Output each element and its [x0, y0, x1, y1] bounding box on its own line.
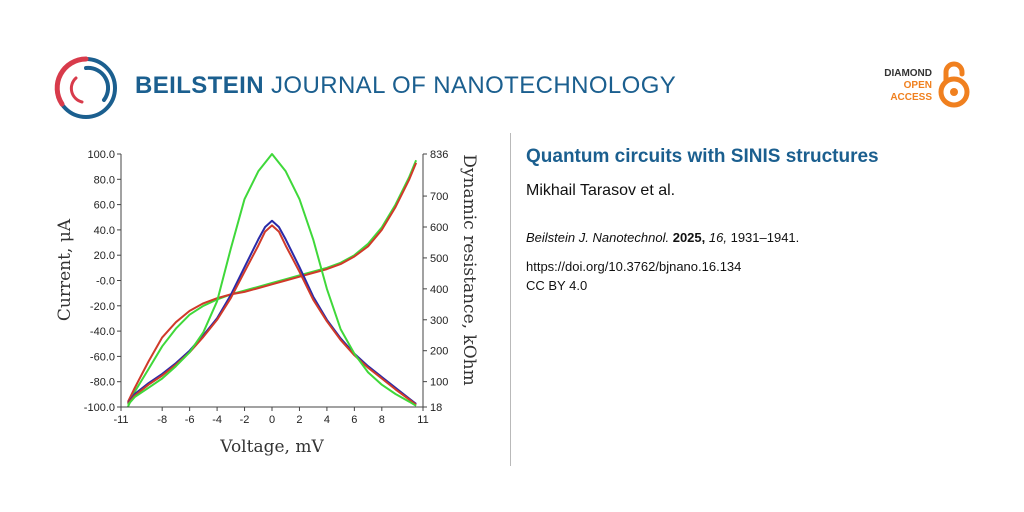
plot-area — [121, 154, 423, 407]
y2-tick-label: 200 — [430, 346, 448, 358]
series-rd-blue — [127, 219, 417, 405]
figure-chart: 100.0 80.0 60.0 40.0 20.0 -0.0 -20.0 -40.0 -60.0… — [46, 140, 486, 460]
y-tick-label: -60.0 — [90, 351, 115, 363]
y-tick-label: -100.0 — [84, 402, 115, 414]
y-tick-label: 100.0 — [87, 149, 115, 161]
badge-open-text: OPEN — [903, 80, 932, 91]
journal-name-bold: BEILSTEIN — [135, 72, 264, 99]
y-tick-label: -0.0 — [96, 276, 115, 288]
article-authors: Mikhail Tarasov et al. — [526, 182, 676, 199]
series-rd-red — [127, 224, 417, 406]
series-iv-green — [126, 159, 418, 408]
y2-tick-label: 700 — [430, 191, 448, 203]
y-tick-label: -80.0 — [90, 377, 115, 389]
journal-abbrev: Beilstein J. Nanotechnol. — [526, 230, 670, 245]
series-iv-red — [127, 162, 418, 403]
y-tick-label: -20.0 — [90, 301, 115, 313]
x-tick-label: 4 — [324, 414, 330, 426]
x-tick-label: 0 — [269, 414, 275, 426]
x-tick-label: -2 — [240, 414, 250, 426]
x-tick-label: 6 — [351, 414, 357, 426]
y2-tick-label: 18 — [430, 402, 442, 414]
citation-pages: 1931–1941. — [730, 230, 800, 245]
x-tick-label: -4 — [212, 414, 222, 426]
y2-tick-label: 500 — [430, 253, 448, 265]
iv-chart: 100.0 80.0 60.0 40.0 20.0 -0.0 -20.0 -40.0 -60.0… — [55, 149, 479, 457]
series-rd-green — [127, 153, 417, 407]
x-tick-label: -8 — [157, 414, 167, 426]
x-tick-label: -11 — [113, 414, 128, 426]
journal-logo-icon — [54, 56, 117, 119]
y2-tick-label: 300 — [430, 315, 448, 327]
badge-access-text: ACCESS — [890, 92, 932, 103]
diamond-open-access-badge: DIAMOND OPEN ACCESS — [866, 60, 970, 108]
x-tick-label: 2 — [296, 414, 302, 426]
y-tick-label: 80.0 — [94, 174, 115, 186]
x-tick-label: -6 — [185, 414, 195, 426]
journal-header: BEILSTEIN JOURNAL OF NANOTECHNOLOGY DIAM… — [54, 56, 970, 120]
article-info: Quantum circuits with SINIS structures M… — [526, 146, 996, 293]
y-tick-label: 40.0 — [94, 225, 115, 237]
journal-name: BEILSTEIN JOURNAL OF NANOTECHNOLOGY — [135, 72, 676, 100]
license-text: CC BY 4.0 — [526, 278, 588, 293]
y2-tick-label: 400 — [430, 284, 448, 296]
y2-tick-label: 100 — [430, 377, 448, 389]
open-lock-icon — [938, 61, 970, 108]
y-axis-label: Current, μA — [55, 218, 75, 321]
y-tick-label: 60.0 — [94, 200, 115, 212]
citation-volume: 16, — [708, 230, 727, 245]
y2-tick-label: 836 — [430, 149, 448, 161]
vertical-divider — [510, 133, 511, 466]
citation-line: Beilstein J. Nanotechnol. 2025, 16, 1931… — [526, 230, 996, 245]
y2-axis-label: Dynamic resistance, kOhm — [459, 154, 479, 385]
citation-year: 2025, — [672, 230, 706, 245]
x-tick-label: 11 — [417, 414, 428, 426]
x-axis-label: Voltage, mV — [219, 437, 324, 457]
badge-diamond-text: DIAMOND — [884, 68, 932, 79]
doi-link[interactable]: https://doi.org/10.3762/bjnano.16.134 — [526, 259, 742, 274]
y2-tick-label: 600 — [430, 222, 448, 234]
x-tick-label: 8 — [379, 414, 385, 426]
y-tick-label: -40.0 — [90, 326, 115, 338]
y-tick-label: 20.0 — [94, 250, 115, 262]
journal-name-rest: JOURNAL OF NANOTECHNOLOGY — [263, 72, 677, 99]
article-title[interactable]: Quantum circuits with SINIS structures — [526, 146, 879, 167]
